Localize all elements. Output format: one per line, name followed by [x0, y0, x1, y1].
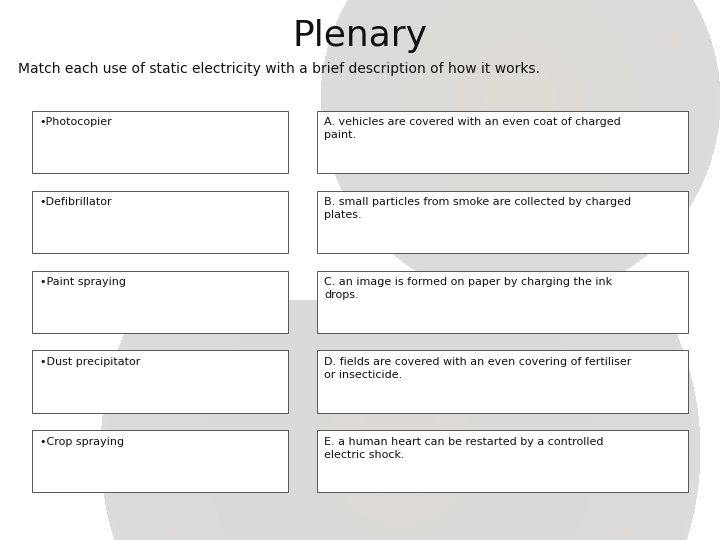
Text: B. small particles from smoke are collected by charged
plates.: B. small particles from smoke are collec… [324, 197, 631, 220]
Text: D. fields are covered with an even covering of fertiliser
or insecticide.: D. fields are covered with an even cover… [324, 357, 631, 380]
Text: •Crop spraying: •Crop spraying [40, 437, 124, 447]
FancyBboxPatch shape [32, 111, 288, 173]
FancyBboxPatch shape [317, 111, 688, 173]
FancyBboxPatch shape [317, 350, 688, 413]
FancyBboxPatch shape [32, 271, 288, 333]
Text: •Photocopier: •Photocopier [40, 117, 112, 127]
FancyBboxPatch shape [317, 430, 688, 492]
Text: •Paint spraying: •Paint spraying [40, 277, 125, 287]
FancyBboxPatch shape [32, 430, 288, 492]
FancyBboxPatch shape [317, 191, 688, 253]
Text: Match each use of static electricity with a brief description of how it works.: Match each use of static electricity wit… [18, 62, 540, 76]
Text: A. vehicles are covered with an even coat of charged
paint.: A. vehicles are covered with an even coa… [324, 117, 621, 140]
Text: Plenary: Plenary [292, 19, 428, 53]
Text: •Defibrillator: •Defibrillator [40, 197, 112, 207]
Text: E. a human heart can be restarted by a controlled
electric shock.: E. a human heart can be restarted by a c… [324, 437, 603, 460]
FancyBboxPatch shape [317, 271, 688, 333]
FancyBboxPatch shape [32, 350, 288, 413]
Text: C. an image is formed on paper by charging the ink
drops.: C. an image is formed on paper by chargi… [324, 277, 612, 300]
Text: •Dust precipitator: •Dust precipitator [40, 357, 140, 367]
FancyBboxPatch shape [32, 191, 288, 253]
